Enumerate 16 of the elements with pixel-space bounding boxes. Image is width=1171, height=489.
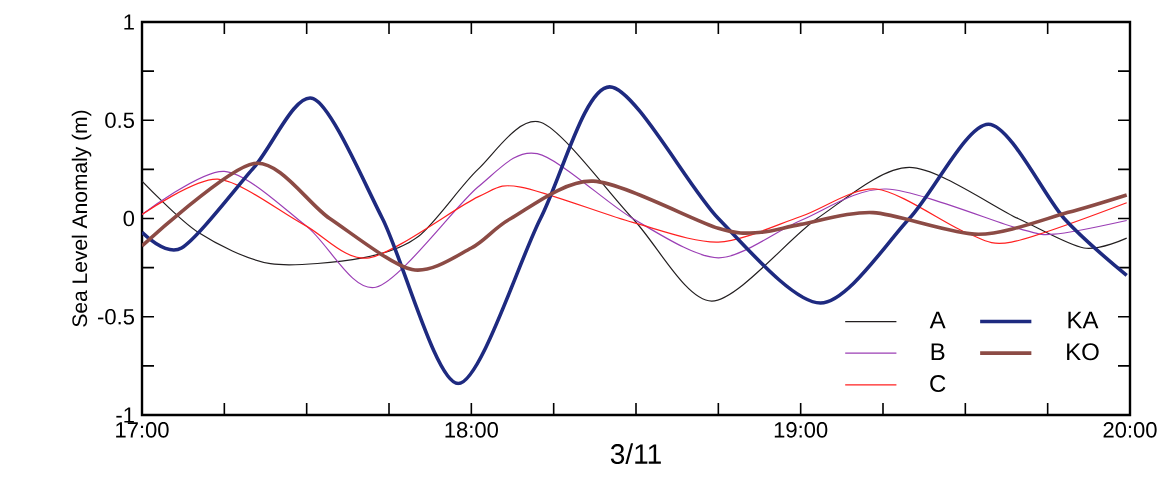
legend-label: KA [1068,311,1099,329]
legend-label: KO [1067,343,1099,361]
legend-label: B [931,343,945,360]
x-tick-label: 19:00 [774,422,828,438]
x-tick-label: 18:00 [445,422,498,438]
legend-label: A [929,311,946,329]
legend-label: C [930,375,946,393]
x-tick-label: 17:00 [116,422,169,438]
y-tick-label: 0.5 [105,112,134,129]
y-tick-label: 1 [124,14,134,30]
y-axis-title: Sea Level Anomaly (m) [71,110,92,327]
y-tick-label: -1 [116,407,134,423]
y-tick-label: -0.5 [98,308,134,325]
x-axis-title: 3/11 [610,443,661,464]
x-tick-label: 20:00 [1103,422,1157,438]
y-tick-label: 0 [123,210,135,227]
